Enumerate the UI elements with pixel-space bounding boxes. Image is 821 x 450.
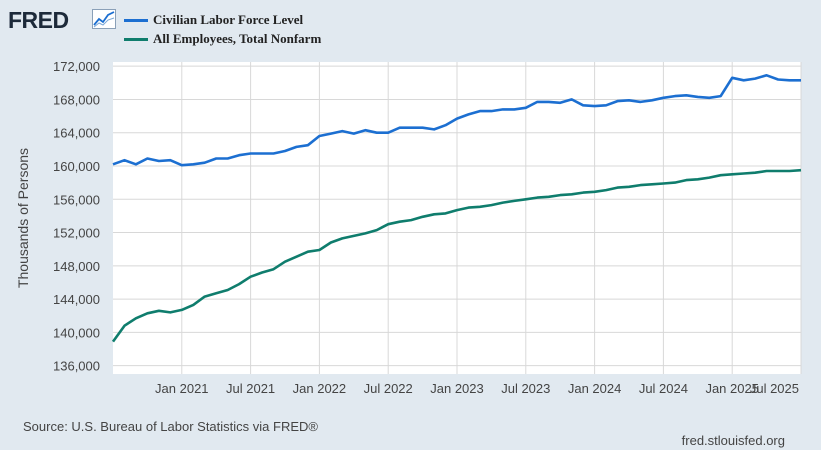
site-url[interactable]: fred.stlouisfed.org	[681, 433, 785, 448]
x-tick-label: Jul 2021	[226, 381, 275, 396]
y-tick-label: 136,000	[53, 359, 100, 374]
x-tick-label: Jan 2022	[293, 381, 347, 396]
legend-swatch-nonfarm	[124, 38, 148, 41]
y-tick-label: 144,000	[53, 292, 100, 307]
y-tick-label: 160,000	[53, 159, 100, 174]
x-tick-label: Jul 2022	[364, 381, 413, 396]
legend-swatch-labor-force	[124, 19, 148, 22]
y-axis-label: Thousands of Persons	[15, 148, 31, 288]
y-tick-label: 152,000	[53, 226, 100, 241]
grid-lines	[113, 62, 802, 374]
legend-label-labor-force: Civilian Labor Force Level	[153, 12, 304, 27]
x-tick-label: Jul 2024	[639, 381, 688, 396]
series-line-nonfarm[interactable]	[111, 168, 802, 343]
y-tick-label: 168,000	[53, 92, 100, 107]
y-tick-label: 140,000	[53, 325, 100, 340]
y-tick-label: 164,000	[53, 126, 100, 141]
y-tick-label: 172,000	[53, 59, 100, 74]
series-lines	[111, 74, 802, 343]
legend-label-nonfarm: All Employees, Total Nonfarm	[153, 31, 322, 46]
y-axis-ticks: 136,000 140,000 144,000 148,000 152,000 156,0…	[53, 59, 100, 374]
y-tick-label: 148,000	[53, 259, 100, 274]
x-tick-label: Jan 2023	[430, 381, 484, 396]
x-tick-label: Jan 2024	[568, 381, 622, 396]
fred-chart-icon	[92, 9, 116, 29]
source-note: Source: U.S. Bureau of Labor Statistics …	[23, 419, 318, 434]
series-line-labor-force[interactable]	[112, 74, 801, 167]
x-tick-label: Jan 2021	[155, 381, 209, 396]
x-tick-label: Jul 2025	[750, 381, 799, 396]
x-tick-label: Jan 2025	[705, 381, 759, 396]
y-tick-label: 156,000	[53, 192, 100, 207]
x-tick-label: Jul 2023	[501, 381, 550, 396]
fred-logo[interactable]: FRED	[8, 7, 69, 33]
x-axis-ticks: Jan 2021 Jul 2021 Jan 2022 Jul 2022 Jan 2023…	[155, 381, 799, 396]
